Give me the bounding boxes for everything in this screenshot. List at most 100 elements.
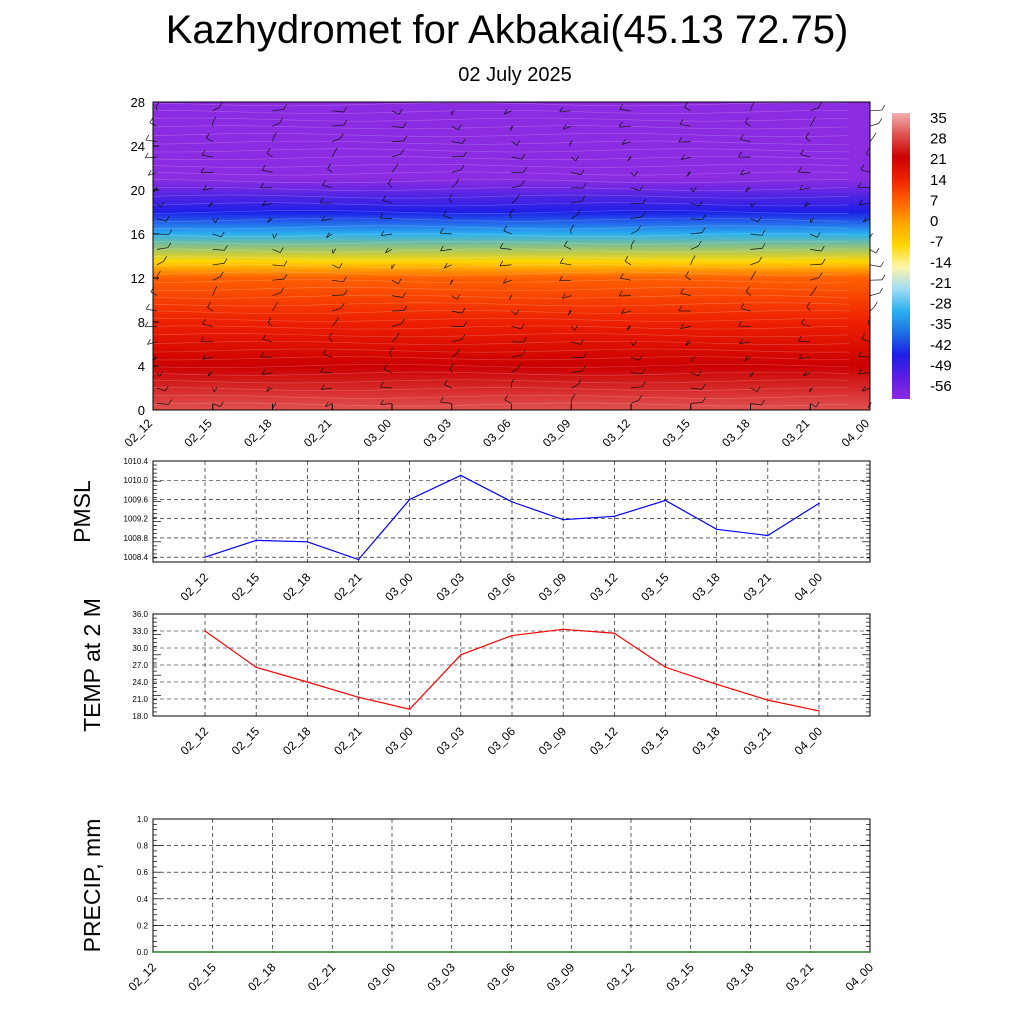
wind-barb [750,275,754,281]
wind-barb-feather [504,394,509,401]
wind-barb [332,279,344,283]
data-point [357,558,360,561]
wind-barb-feather [320,384,325,390]
wind-barb [619,108,632,112]
wind-barb [800,154,811,158]
wind-barb-feather [457,124,462,130]
wind-barb-feather [562,124,567,130]
wind-barb [750,106,753,111]
wind-barb-feather [262,200,266,206]
wind-barb [563,125,572,130]
wind-barb-feather [202,319,206,325]
wind-barb-feather [691,356,696,362]
wind-barb-feather [618,121,623,128]
x-tick-label: 03_12 [587,570,621,604]
wind-barb-feather [568,140,573,146]
wind-barb-feather [455,178,460,185]
x-tick-label: 03_09 [536,724,570,758]
wind-barb-feather [633,340,637,347]
wind-barb-feather [637,225,642,231]
precip-panel: 0.0 0.2 0.4 0.6 0.8 1.0 02_12 02_15 02_18 02_21 03… [79,815,876,994]
wind-barb-feather [878,118,883,124]
wind-barb-feather [160,202,164,208]
wind-barb-feather [638,394,642,401]
wind-barb [869,249,877,254]
wind-barb-feather [521,180,525,186]
wind-barb-feather [815,401,820,408]
wind-barb-feather [881,104,886,111]
wind-barb [212,106,220,112]
wind-barb [504,110,512,115]
y-tick-label: 16 [131,227,145,242]
wind-barb [156,260,164,266]
wind-barb [451,339,462,343]
wind-barb [630,372,643,374]
wind-barb-feather [751,202,756,208]
wind-barb-feather [508,294,513,300]
data-point [749,951,752,953]
wind-barb [266,152,273,158]
wind-barb-feather [401,318,405,325]
wind-barb-feather [213,286,218,292]
wind-barb [327,168,333,173]
wind-barb [869,306,875,312]
wind-barb-feather [582,352,587,359]
wind-barb-feather [805,132,810,138]
wind-barb [202,356,213,360]
x-tick-label: 03_21 [779,416,813,450]
wind-barb-feather [698,201,703,207]
wind-barb [619,125,632,128]
wind-barb-feather [642,381,646,387]
wind-barb [685,341,691,346]
y-tick-label: 1010.4 [124,457,149,466]
wind-barb-feather [761,399,765,406]
x-tick-label: 03_00 [382,570,416,604]
wind-barb-feather [757,216,762,223]
wind-barb-feather [798,353,803,359]
wind-barb [267,322,273,327]
y-tick-label: 0 [138,403,145,418]
wind-barb [620,277,632,281]
cross-section-panel: 0 4 8 12 16 20 24 28 02_12 02_15 02_18 02_21 03_00 03… [122,95,886,450]
wind-barb [511,326,522,330]
wind-barb-feather [801,318,805,324]
wind-barb-feather [642,198,647,204]
data-point [255,539,257,542]
wind-barb-feather [207,302,211,308]
data-point [664,499,667,502]
wind-barb [202,323,213,327]
x-tick-label: 03_12 [587,724,621,758]
wind-barb-feather [462,138,466,144]
wind-barb-feather [261,165,266,171]
wind-barb-feather [402,122,407,128]
wind-barb-feather [394,163,399,169]
wind-barb [212,233,222,238]
wind-barb-feather [503,108,508,115]
wind-barb [571,356,584,359]
wind-barb-feather [521,153,526,160]
grid-lines [153,460,870,562]
temperature-field [153,102,870,410]
wind-barb [630,356,640,361]
contour-line [152,387,850,391]
data-point [869,951,871,953]
data-point [255,666,257,669]
wind-barb [511,199,517,204]
contour-line [152,310,850,315]
wind-barb-feather [806,301,811,308]
wind-barb [262,338,273,343]
wind-barb [740,172,751,176]
wind-barb [451,295,458,300]
wind-barb-feather [576,209,581,216]
wind-barb [860,169,871,173]
grid-lines [153,613,870,717]
wind-barb [391,125,404,129]
data-point [715,528,718,531]
data-point [809,951,812,953]
wind-barb [212,387,215,393]
x-tick-label: 03_06 [485,724,519,758]
wind-barb [272,233,275,239]
contour-line [152,402,850,407]
contour-line [152,202,850,207]
wind-barb [869,137,874,142]
